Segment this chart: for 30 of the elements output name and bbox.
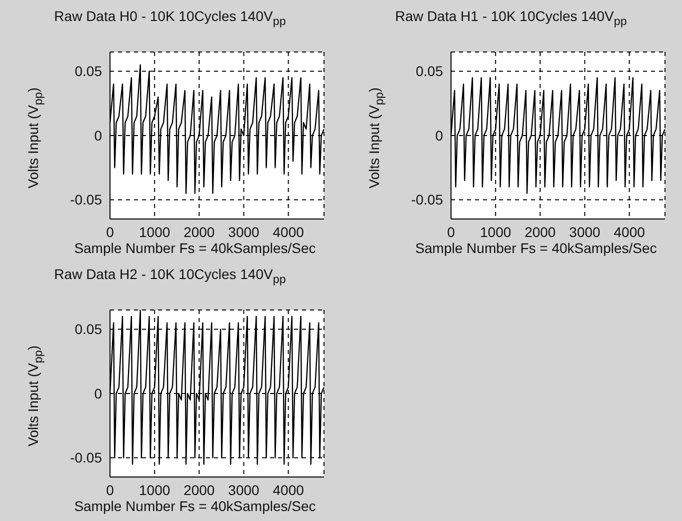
- y-tick-label: 0: [94, 385, 102, 402]
- x-tick-label: 4000: [272, 224, 304, 240]
- x-tick-label: 1000: [139, 224, 170, 240]
- x-tick-label: 0: [106, 224, 114, 240]
- y-tick-label: 0: [94, 127, 102, 144]
- y-tick-label: -0.05: [70, 192, 102, 208]
- x-tick-label: 0: [106, 482, 114, 498]
- y-tick-label: 0.05: [416, 63, 444, 80]
- y-tick-label: 0.05: [74, 321, 102, 338]
- chart-title: Raw Data H1 - 10K 10Cycles 140V$_{pp}$: [394, 8, 628, 28]
- x-tick-label: 1000: [480, 224, 512, 240]
- x-tick-label: 2000: [524, 224, 556, 240]
- x-tick-label: 4000: [272, 482, 304, 498]
- y-tick-label: -0.05: [70, 450, 102, 466]
- x-axis-title: Sample Number Fs = 40kSamples/Sec: [414, 240, 658, 256]
- x-tick-label: 2000: [184, 224, 215, 240]
- x-axis-title: Sample Number Fs = 40kSamples/Sec: [73, 498, 317, 514]
- x-tick-label: 1000: [139, 482, 170, 498]
- y-tick-label: -0.05: [411, 192, 444, 208]
- x-tick-label: 2000: [184, 482, 215, 498]
- y-tick-label: 0: [435, 127, 444, 144]
- x-tick-label: 3000: [569, 224, 601, 240]
- x-tick-label: 3000: [228, 224, 260, 240]
- chart-title: Raw Data H0 - 10K 10Cycles 140V$_{pp}$: [53, 8, 287, 28]
- x-tick-label: 4000: [614, 224, 646, 240]
- y-tick-label: 0.05: [74, 63, 102, 80]
- x-axis-title: Sample Number Fs = 40kSamples/Sec: [73, 240, 317, 256]
- x-tick-label: 3000: [228, 482, 260, 498]
- chart-title: Raw Data H2 - 10K 10Cycles 140V$_{pp}$: [53, 266, 287, 286]
- x-tick-label: 0: [447, 224, 456, 240]
